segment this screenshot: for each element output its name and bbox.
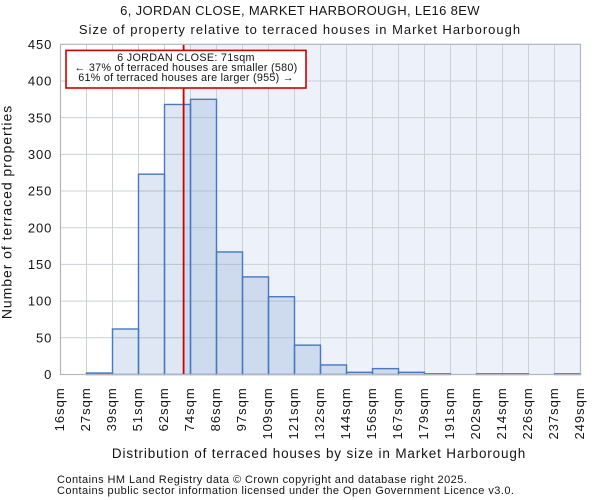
svg-text:450: 450 bbox=[28, 37, 52, 52]
svg-text:214sqm: 214sqm bbox=[494, 387, 509, 439]
svg-text:Contains HM Land Registry data: Contains HM Land Registry data © Crown c… bbox=[57, 474, 467, 486]
svg-text:202sqm: 202sqm bbox=[468, 387, 483, 439]
svg-text:39sqm: 39sqm bbox=[104, 387, 119, 431]
svg-text:250: 250 bbox=[28, 184, 52, 199]
svg-text:144sqm: 144sqm bbox=[338, 387, 353, 439]
svg-text:51sqm: 51sqm bbox=[130, 387, 145, 431]
svg-text:97sqm: 97sqm bbox=[234, 387, 249, 431]
svg-text:50: 50 bbox=[36, 330, 52, 345]
svg-text:74sqm: 74sqm bbox=[182, 387, 197, 431]
svg-text:Size of property relative to t: Size of property relative to terraced ho… bbox=[79, 22, 521, 37]
svg-text:Distribution of terraced house: Distribution of terraced houses by size … bbox=[112, 446, 526, 461]
svg-text:200: 200 bbox=[28, 220, 52, 235]
svg-text:62sqm: 62sqm bbox=[156, 387, 171, 431]
svg-text:Number of terraced properties: Number of terraced properties bbox=[0, 105, 15, 319]
svg-text:0: 0 bbox=[44, 367, 52, 382]
svg-text:Contains public sector informa: Contains public sector information licen… bbox=[57, 485, 514, 497]
svg-text:150: 150 bbox=[28, 257, 52, 272]
svg-text:167sqm: 167sqm bbox=[390, 387, 405, 439]
svg-text:132sqm: 132sqm bbox=[312, 387, 327, 439]
svg-text:86sqm: 86sqm bbox=[208, 387, 223, 431]
svg-text:16sqm: 16sqm bbox=[52, 387, 67, 431]
svg-text:100: 100 bbox=[28, 294, 52, 309]
svg-text:156sqm: 156sqm bbox=[364, 387, 379, 439]
svg-text:249sqm: 249sqm bbox=[572, 387, 587, 439]
svg-text:191sqm: 191sqm bbox=[442, 387, 457, 439]
svg-text:237sqm: 237sqm bbox=[546, 387, 561, 439]
svg-text:61% of terraced houses are lar: 61% of terraced houses are larger (955) … bbox=[78, 72, 294, 84]
svg-text:179sqm: 179sqm bbox=[416, 387, 431, 439]
svg-text:109sqm: 109sqm bbox=[260, 387, 275, 439]
svg-text:6 JORDAN CLOSE: 71sqm: 6 JORDAN CLOSE: 71sqm bbox=[117, 52, 255, 64]
svg-text:300: 300 bbox=[28, 147, 52, 162]
svg-text:27sqm: 27sqm bbox=[78, 387, 93, 431]
svg-text:226sqm: 226sqm bbox=[520, 387, 535, 439]
svg-text:400: 400 bbox=[28, 74, 52, 89]
svg-text:350: 350 bbox=[28, 110, 52, 125]
svg-text:6, JORDAN CLOSE, MARKET HARBOR: 6, JORDAN CLOSE, MARKET HARBOROUGH, LE16… bbox=[120, 3, 480, 18]
svg-text:121sqm: 121sqm bbox=[286, 387, 301, 439]
svg-text:← 37% of terraced houses are s: ← 37% of terraced houses are smaller (58… bbox=[75, 62, 298, 74]
